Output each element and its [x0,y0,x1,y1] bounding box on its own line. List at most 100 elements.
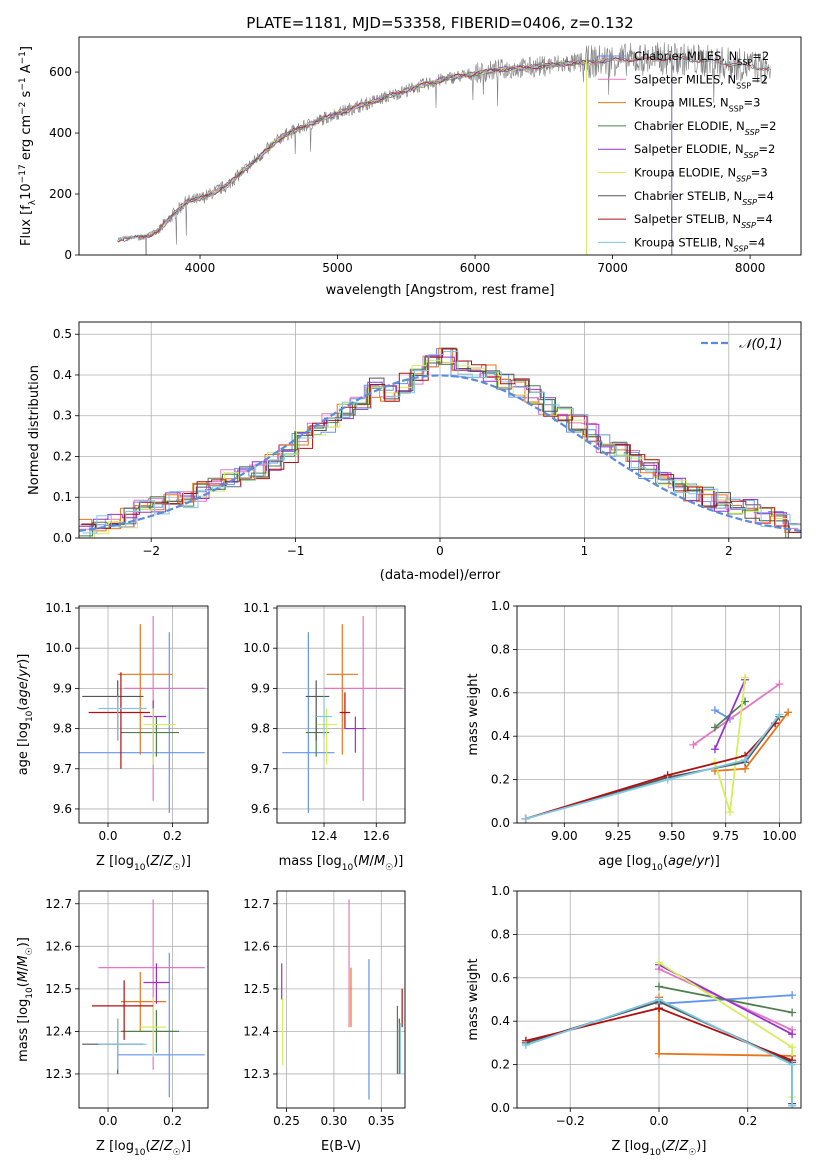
errorbar-salpeter-stelib [88,672,150,769]
x-axis-label: age [log10(age/yr)] [598,854,720,873]
legend-nssp-value: =2 [751,72,768,86]
legend-label: Salpeter STELIB, NSSP=4 [634,212,773,230]
label-part: )] [181,1139,191,1154]
x-tick-label: 0.2 [738,1114,757,1128]
weight-line-kroupa-stelib [525,998,793,1106]
errorbar-salpeter-stelib [339,692,351,729]
x-tick-label: 0.0 [98,1114,117,1128]
label-part: s [19,90,34,101]
x-tick-label: 6000 [460,261,491,275]
axes-frame [276,890,406,1109]
legend-nssp-sub: SSP [729,104,744,113]
y-axis-label: Normed distribution [27,365,42,495]
y-tick-label: 12.4 [45,1024,72,1038]
errorbar-kroupa-elodie [143,708,176,765]
y-tick-label: 0.6 [491,686,510,700]
legend-nssp-prefix: , N [725,212,741,226]
plot-area [79,616,205,813]
weight-marker [663,775,672,784]
hist-chabrier-stelib [80,347,801,538]
label-part: −1 [18,77,28,90]
axes-frame [516,890,802,1109]
x-tick-label: 0.25 [273,1114,300,1128]
y-tick-label: 12.5 [243,982,270,996]
axes-frame [276,605,406,824]
y-tick-label: 0.2 [53,449,72,463]
label-part: −2 [18,102,28,115]
legend-label: Chabrier STELIB, NSSP=4 [634,189,774,207]
x-tick-label: 1 [581,544,589,558]
label-part: ( [16,706,31,711]
model-spectrum-salpeter-miles [137,55,668,239]
model-spectrum-kroupa-elodie [138,60,584,238]
errorbar-chabrier-elodie [305,716,330,757]
y-tick-label: 0.3 [53,409,72,423]
errorbar-kroupa-stelib [98,1018,147,1070]
weight-marker [788,1008,797,1017]
axes-age-vs-mass: 12.4 12.6 9.6 9.7 9.8 9.9 10.0 10.1 [243,601,406,843]
y-tick-label: 10.0 [243,641,270,655]
hist-kroupa-stelib [82,351,801,534]
label-part: / [16,966,31,971]
hist-salpeter-stelib [81,348,801,533]
label-part: −1 [18,51,28,64]
label-part: ( [16,982,31,987]
y-tick-label: 200 [49,187,72,201]
y-tick-label: 12.7 [45,897,72,911]
legend-label: Kroupa ELODIE, NSSP=3 [634,166,768,184]
model-spectrum-chabrier-stelib [117,55,771,243]
legend-nssp-value: =3 [751,166,768,180]
label-part: Z [150,854,161,869]
y-tick-label: 0 [64,248,72,262]
x-axis-label: Z [log10(Z/Z☉)] [96,1139,191,1158]
legend-nssp-value: =4 [756,212,773,226]
plot-area [521,673,793,823]
label-part: 10 [342,863,354,873]
x-tick-label: −0.2 [556,1114,585,1128]
legend: 𝒩(0,1) [701,337,782,352]
hist-kroupa-elodie [79,359,801,538]
label-part: ( [145,854,150,869]
x-tick-label: 4000 [185,261,216,275]
weight-marker [741,756,750,765]
x-axis-label: E(B-V) [321,1139,361,1154]
legend-series-name: Salpeter STELIB [634,212,725,226]
weight-marker [655,1049,663,1058]
x-tick-label: 0.30 [321,1114,348,1128]
y-tick-label: 0.5 [53,327,72,341]
weight-marker [710,723,719,732]
weight-marker [655,958,663,967]
errorbar-kroupa-elodie [316,708,338,765]
legend-nssp-prefix: , N [721,49,737,63]
y-tick-label: 0.2 [491,773,510,787]
legend-nssp-value: =3 [744,96,761,110]
label-part: Flux [f [19,205,34,246]
label-part: Z [678,1139,689,1154]
axes-weight-vs-Z: −0.2 0.0 0.2 0.0 0.2 0.4 0.6 0.8 1.0 [491,884,802,1128]
label-part: Z [163,1139,174,1154]
axes-frame [516,605,802,824]
weight-marker [521,1041,530,1050]
weight-marker [689,740,698,749]
errorbar-salpeter-stelib [91,980,154,1040]
plot-area [82,899,205,1098]
y-tick-label: 9.7 [251,762,270,776]
model-spectrum-chabrier-elodie [138,60,584,241]
legend-label: 𝒩(0,1) [739,337,782,352]
x-axis-label: (data-model)/error [380,568,501,583]
label-part: ( [661,1139,666,1154]
y-tick-label: 0.0 [491,1101,510,1115]
x-tick-label: 10.00 [762,829,796,843]
legend-nssp-prefix: , N [720,166,736,180]
y-tick-label: 0.0 [53,531,72,545]
y-tick-label: 400 [49,126,72,140]
label-part: age [log [16,722,31,775]
legend-nssp-prefix: , N [720,72,736,86]
weight-marker [775,710,784,719]
axes-mass-vs-ebv: 0.25 0.30 0.35 12.3 12.4 12.5 12.6 12.7 [243,890,406,1128]
x-tick-label: 9.75 [712,829,739,843]
x-tick-label: 5000 [322,261,353,275]
axes-frame [78,321,802,539]
legend-series-name: Kroupa ELODIE [634,166,720,180]
legend-series-name: Chabrier MILES [634,49,721,63]
